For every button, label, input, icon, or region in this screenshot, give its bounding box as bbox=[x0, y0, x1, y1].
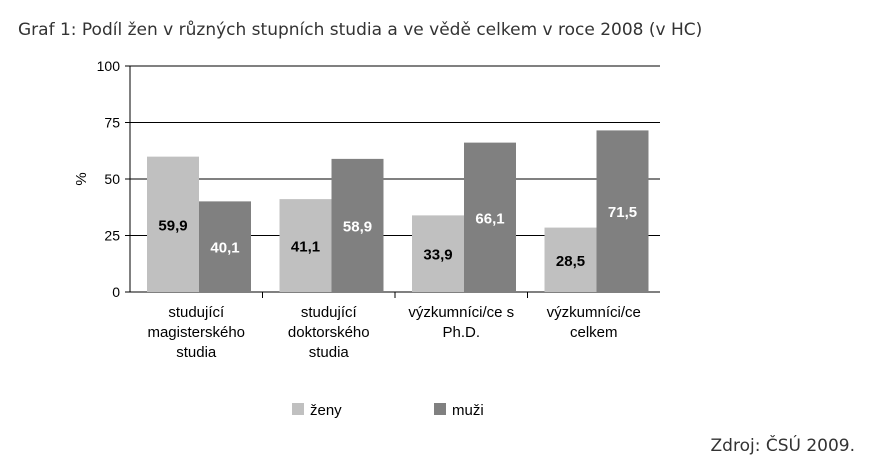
x-tick-label: výzkumníci/ce s bbox=[408, 304, 514, 321]
bar-zeny bbox=[544, 227, 597, 292]
legend-label: muži bbox=[452, 402, 484, 419]
y-tick-label: 50 bbox=[104, 171, 120, 187]
data-label: 58,9 bbox=[343, 218, 372, 235]
y-tick-label: 100 bbox=[97, 58, 121, 74]
data-label: 28,5 bbox=[556, 253, 585, 270]
y-axis-label: % bbox=[73, 172, 90, 185]
bar-muzi bbox=[464, 142, 516, 292]
legend-label: ženy bbox=[310, 402, 342, 419]
data-label: 71,5 bbox=[608, 204, 637, 221]
x-tick-label: studující bbox=[301, 304, 358, 321]
x-tick-label: celkem bbox=[570, 324, 618, 341]
data-label: 41,1 bbox=[291, 239, 320, 256]
x-tick-label: doktorského bbox=[288, 324, 370, 341]
y-tick-label: 25 bbox=[104, 228, 120, 244]
x-tick-label: studující bbox=[168, 304, 225, 321]
x-tick-label: Ph.D. bbox=[442, 324, 480, 341]
x-tick-label: studia bbox=[176, 344, 217, 361]
bar-zeny bbox=[147, 156, 199, 292]
data-label: 40,1 bbox=[210, 240, 239, 257]
bar-muzi bbox=[199, 201, 251, 292]
legend-swatch-zeny bbox=[292, 403, 304, 415]
source-note: Zdroj: ČSÚ 2009. bbox=[710, 436, 855, 456]
y-tick-label: 75 bbox=[104, 115, 120, 131]
data-label: 33,9 bbox=[423, 247, 452, 264]
bar-zeny bbox=[412, 215, 464, 292]
x-tick-label: výzkumníci/ce bbox=[547, 304, 641, 321]
y-tick-label: 0 bbox=[112, 284, 120, 300]
data-label: 66,1 bbox=[475, 210, 504, 227]
x-tick-label: studia bbox=[309, 344, 350, 361]
bar-zeny bbox=[279, 199, 332, 292]
x-tick-label: magisterského bbox=[147, 324, 245, 341]
legend-swatch-muzi bbox=[434, 403, 446, 415]
data-label: 59,9 bbox=[158, 217, 187, 234]
bar-muzi bbox=[596, 130, 649, 292]
chart-title: Graf 1: Podíl žen v různých stupních stu… bbox=[18, 20, 703, 40]
bar-muzi bbox=[331, 158, 384, 292]
